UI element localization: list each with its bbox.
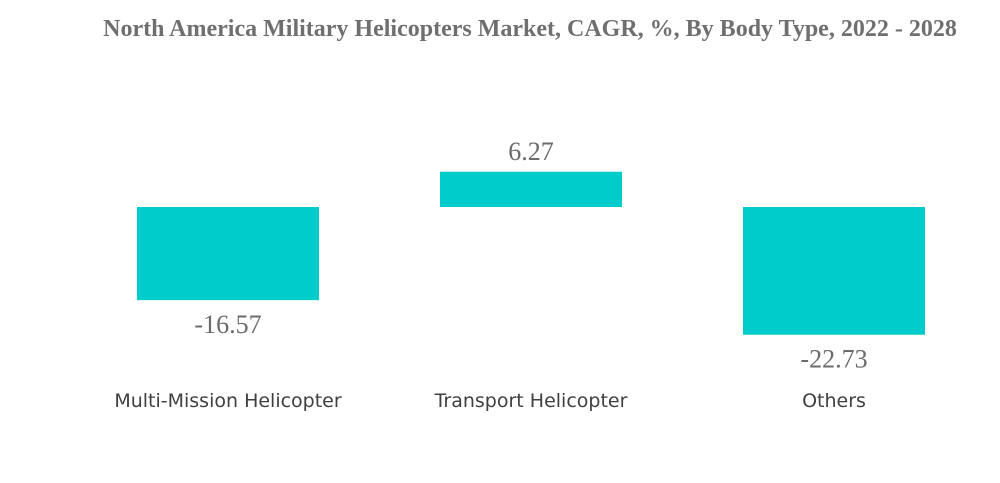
data-label-multi-mission-helicopter: -16.57 xyxy=(194,310,261,339)
category-label-transport-helicopter: Transport Helicopter xyxy=(434,390,628,412)
bar-multi-mission-helicopter xyxy=(137,207,319,301)
data-label-others: -22.73 xyxy=(800,345,867,374)
category-label-others: Others xyxy=(802,390,866,412)
data-label-transport-helicopter: 6.27 xyxy=(508,137,554,166)
category-label-multi-mission-helicopter: Multi-Mission Helicopter xyxy=(114,390,342,412)
bar-others xyxy=(743,207,925,335)
bar-transport-helicopter xyxy=(440,171,622,207)
chart-title: North America Military Helicopters Marke… xyxy=(103,16,957,42)
